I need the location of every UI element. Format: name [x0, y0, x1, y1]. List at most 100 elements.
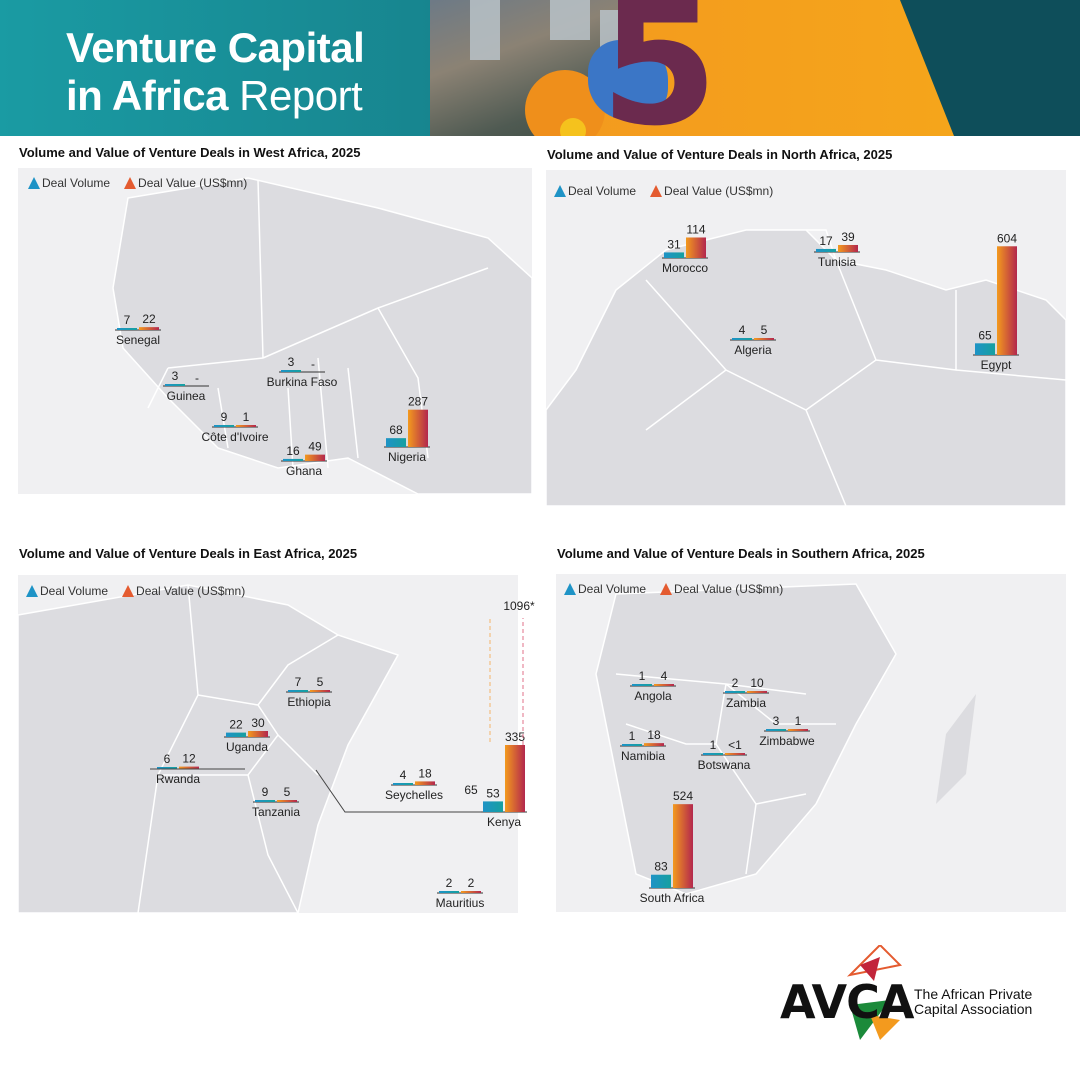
zimbabwe-value-label: 1: [795, 714, 802, 728]
c-te-d-ivoire-value-bar: [236, 425, 256, 427]
seychelles-value-label: 18: [418, 766, 432, 780]
value-legend-icon: [650, 185, 663, 197]
ethiopia-value-label: 5: [317, 675, 324, 689]
c-te-d-ivoire-value-label: 1: [243, 410, 250, 424]
value-legend-icon: [660, 583, 673, 595]
tunisia-value-label: 39: [841, 230, 855, 244]
south-africa-value-bar: [673, 804, 693, 888]
north-africa-map: [546, 170, 1066, 506]
volume-legend-icon: [564, 583, 576, 595]
morocco-volume-label: 31: [667, 237, 681, 251]
legend-value-label: Deal Value (US$mn): [136, 584, 246, 598]
tanzania-value-bar: [277, 800, 297, 802]
angola-volume-label: 1: [639, 669, 646, 683]
header-yellow-dot: [560, 118, 586, 136]
zimbabwe-country-label: Zimbabwe: [759, 734, 815, 748]
rwanda-volume-label: 6: [164, 752, 171, 766]
zambia-value-label: 10: [750, 676, 764, 690]
burkina-faso-country-label: Burkina Faso: [267, 375, 338, 389]
west-africa-title: Volume and Value of Venture Deals in Wes…: [19, 145, 361, 160]
kenya-volume-bar: [483, 801, 503, 812]
rwanda-value-bar: [179, 766, 199, 769]
morocco-value-label: 114: [686, 222, 705, 236]
egypt-country-label: Egypt: [981, 358, 1012, 372]
algeria-volume-label: 4: [739, 323, 746, 337]
seychelles-volume-label: 4: [400, 768, 407, 782]
legend-volume-label: Deal Volume: [568, 184, 637, 198]
egypt-volume-bar: [975, 343, 995, 355]
ghana-volume-label: 16: [286, 444, 300, 458]
tunisia-value-bar: [838, 244, 858, 252]
tanzania-value-label: 5: [284, 785, 291, 799]
tunisia-volume-label: 17: [819, 234, 833, 248]
kenya-value-label: 335: [505, 730, 525, 744]
ghana-value-bar: [305, 454, 325, 461]
ghana-value-label: 49: [308, 440, 322, 454]
kenya-volume-label: 53: [486, 786, 500, 800]
rwanda-volume-bar: [157, 767, 177, 769]
botswana-volume-bar: [703, 753, 723, 755]
north-legend: Deal Volume Deal Value (US$mn): [554, 184, 773, 198]
legend-volume-label: Deal Volume: [42, 176, 111, 190]
legend-value-label: Deal Value (US$mn): [674, 582, 784, 596]
angola-value-bar: [654, 684, 674, 686]
algeria-volume-bar: [732, 338, 752, 340]
west-legend: Deal Volume Deal Value (US$mn): [28, 176, 247, 190]
tunisia-country-label: Tunisia: [818, 255, 857, 269]
avca-logo: AVCA The African Private Capital Associa…: [780, 945, 1060, 1045]
senegal-value-label: 22: [142, 312, 156, 326]
kenya-leader-line: [315, 769, 481, 813]
zimbabwe-volume-label: 3: [773, 714, 780, 728]
egypt-value-bar: [997, 246, 1017, 355]
nigeria-value-label: 287: [408, 395, 428, 409]
kenya-value-bar: [505, 745, 525, 812]
c-te-d-ivoire-volume-label: 9: [221, 410, 228, 424]
zambia-volume-label: 2: [732, 676, 739, 690]
avca-wordmark: AVCA: [780, 975, 914, 1029]
mauritius-volume-label: 2: [446, 876, 453, 890]
algeria-value-bar: [754, 338, 774, 340]
zimbabwe-value-bar: [788, 729, 808, 731]
angola-country-label: Angola: [634, 689, 672, 703]
east-africa-map: [18, 575, 518, 913]
seychelles-volume-bar: [393, 783, 413, 785]
botswana-country-label: Botswana: [698, 758, 751, 772]
uganda-volume-bar: [226, 732, 246, 737]
rwanda-value-label: 12: [182, 752, 196, 766]
south-africa-country-label: South Africa: [640, 891, 705, 905]
namibia-country-label: Namibia: [621, 749, 665, 763]
kenya-country-label: Kenya: [487, 815, 521, 829]
avca-emblem: [846, 945, 903, 1040]
uganda-volume-label: 22: [229, 718, 243, 732]
southern-africa-title: Volume and Value of Venture Deals in Sou…: [557, 546, 925, 561]
volume-legend-icon: [554, 185, 566, 197]
tanzania-volume-bar: [255, 800, 275, 802]
southern-africa-map: [556, 574, 1066, 912]
morocco-volume-bar: [664, 252, 684, 258]
mauritius-value-bar: [461, 891, 481, 893]
header-blue-shape: [588, 40, 668, 120]
value-legend-icon: [124, 177, 137, 189]
uganda-value-label: 30: [251, 716, 265, 730]
senegal-country-label: Senegal: [116, 333, 160, 347]
seychelles-country-label: Seychelles: [385, 788, 443, 802]
report-header: 5 Venture Capital in Africa Report: [0, 0, 1080, 136]
uganda-value-bar: [248, 731, 268, 737]
egypt-value-label: 604: [997, 231, 1017, 245]
botswana-value-bar: [725, 753, 745, 755]
mauritius-country-label: Mauritius: [436, 896, 485, 910]
nigeria-volume-bar: [386, 438, 406, 447]
east-africa-title: Volume and Value of Venture Deals in Eas…: [19, 546, 358, 561]
guinea-country-label: Guinea: [167, 389, 206, 403]
algeria-country-label: Algeria: [734, 343, 772, 357]
zambia-value-bar: [747, 691, 767, 693]
kenya-total-volume-label: 65: [464, 783, 478, 797]
namibia-value-bar: [644, 743, 664, 746]
east-legend: Deal Volume Deal Value (US$mn): [26, 584, 245, 598]
legend-value-label: Deal Value (US$mn): [664, 184, 774, 198]
senegal-value-bar: [139, 327, 159, 330]
mauritius-value-label: 2: [468, 876, 475, 890]
tunisia-volume-bar: [816, 248, 836, 252]
north-africa-title: Volume and Value of Venture Deals in Nor…: [547, 147, 893, 162]
nigeria-country-label: Nigeria: [388, 450, 426, 464]
